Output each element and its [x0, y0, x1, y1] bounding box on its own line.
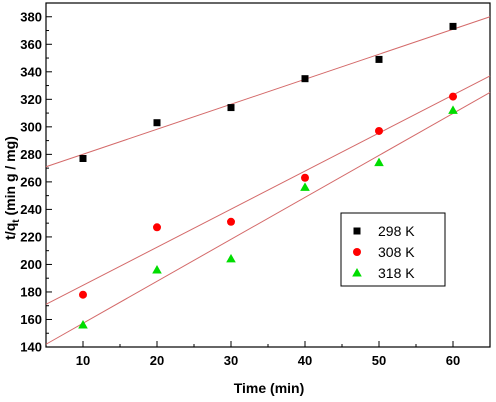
- fit-line-2: [45, 92, 491, 345]
- y-tick-label: 260: [20, 174, 42, 189]
- y-axis-ticks: 140 160 180 200 220 240 260 280 300 320 340 360 380: [20, 2, 52, 355]
- y-tick-label: 200: [20, 257, 42, 272]
- x-axis-title: Time (min): [234, 380, 305, 396]
- data-point-s2-1: [152, 264, 162, 274]
- data-point-s0-1: [153, 119, 161, 127]
- fit-line-0: [45, 16, 491, 168]
- data-point-s2-4: [374, 157, 384, 167]
- legend-marker-1: [353, 248, 361, 256]
- data-point-s1-4: [375, 126, 383, 135]
- legend-marker-0: [353, 227, 361, 235]
- y-tick-label: 320: [20, 92, 42, 107]
- x-tick-label: 40: [298, 353, 312, 368]
- legend-label-1: 308 K: [378, 244, 415, 260]
- data-point-s1-1: [153, 223, 161, 232]
- legend-label-0: 298 K: [378, 223, 415, 239]
- y-tick-label: 140: [20, 340, 42, 355]
- x-tick-label: 20: [150, 353, 164, 368]
- fit-lines: [45, 16, 491, 345]
- y-tick-label: 380: [20, 9, 42, 24]
- x-axis-ticks: 10 20 30 40 50 60: [76, 341, 460, 368]
- x-tick-label: 60: [446, 353, 460, 368]
- legend-label-2: 318 K: [378, 265, 415, 281]
- fit-line-1: [45, 75, 491, 305]
- y-tick-label: 360: [20, 37, 42, 52]
- y-tick-label: 160: [20, 312, 42, 327]
- data-point-s2-2: [226, 253, 236, 263]
- data-point-s0-2: [227, 104, 235, 112]
- y-tick-label: 300: [20, 119, 42, 134]
- data-point-s0-4: [375, 55, 383, 63]
- x-tick-label: 30: [224, 353, 238, 368]
- data-points: [78, 22, 458, 329]
- legend-marker-2: [352, 268, 362, 277]
- data-point-s1-2: [227, 217, 235, 226]
- x-tick-label: 10: [76, 353, 90, 368]
- legend: 298 K 308 K 318 K: [340, 212, 446, 287]
- data-point-s0-5: [449, 22, 457, 30]
- data-point-s2-5: [448, 105, 458, 114]
- data-point-s1-5: [449, 92, 457, 101]
- plot-area-border: [45, 2, 491, 348]
- x-tick-label: 50: [372, 353, 386, 368]
- y-tick-label: 340: [20, 64, 42, 79]
- y-tick-label: 180: [20, 284, 42, 299]
- data-point-s1-3: [301, 173, 309, 182]
- data-point-s1-0: [79, 290, 87, 299]
- y-tick-label: 280: [20, 147, 42, 162]
- y-axis-title-rest: (min g / mg): [2, 136, 18, 219]
- plot-frame: [45, 2, 491, 348]
- data-point-s0-0: [79, 154, 87, 162]
- y-axis-title-base: t/q: [2, 223, 18, 240]
- data-point-s2-3: [300, 182, 310, 191]
- y-axis-title-sub: t: [11, 219, 22, 223]
- data-point-s2-0: [78, 319, 88, 329]
- y-tick-label: 220: [20, 229, 42, 244]
- data-point-s0-3: [301, 75, 309, 83]
- y-axis-title: t/qt (min g / mg): [2, 136, 22, 240]
- y-tick-label: 240: [20, 202, 42, 217]
